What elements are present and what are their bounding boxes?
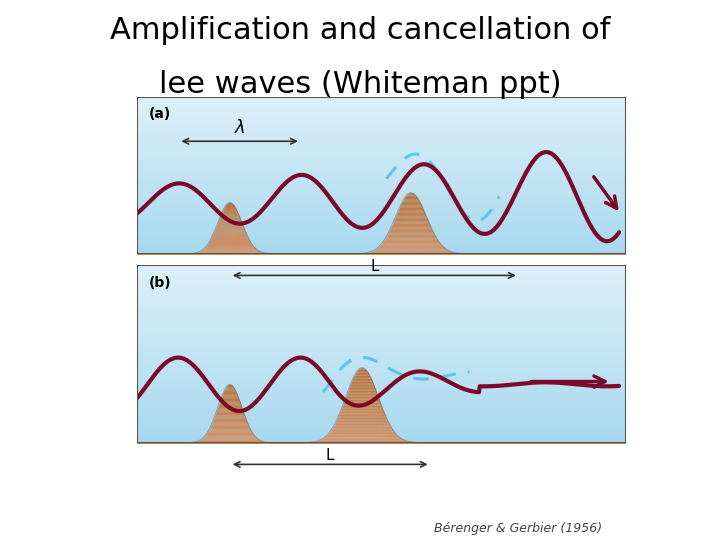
Text: $\lambda$: $\lambda$	[234, 119, 246, 137]
Text: (a): (a)	[149, 107, 171, 121]
Text: Bérenger & Gerbier (1956): Bérenger & Gerbier (1956)	[434, 522, 603, 535]
Text: lee waves (Whiteman ppt): lee waves (Whiteman ppt)	[158, 70, 562, 99]
Text: Amplification and cancellation of: Amplification and cancellation of	[110, 16, 610, 45]
Text: L: L	[326, 448, 335, 462]
Text: (b): (b)	[149, 276, 171, 290]
Text: L: L	[370, 259, 379, 273]
